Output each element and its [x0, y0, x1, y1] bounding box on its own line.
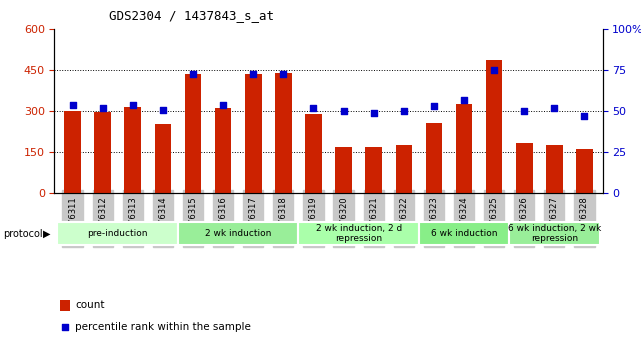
- Bar: [486, 60, 503, 193]
- Bar: [456, 105, 472, 193]
- Bar: [94, 112, 111, 193]
- Bar: [395, 145, 412, 193]
- Bar: [64, 111, 81, 193]
- Point: [218, 102, 228, 108]
- Bar: [154, 124, 171, 193]
- Bar: [58, 222, 178, 245]
- Text: 2 wk induction: 2 wk induction: [205, 229, 271, 238]
- Bar: [215, 108, 231, 193]
- Point: [369, 110, 379, 116]
- Point: [158, 107, 168, 112]
- Point: [188, 71, 198, 76]
- Bar: [546, 145, 563, 193]
- Bar: [426, 123, 442, 193]
- Point: [399, 108, 409, 114]
- Bar: [419, 222, 509, 245]
- Bar: [299, 222, 419, 245]
- Point: [549, 105, 560, 111]
- Point: [579, 114, 590, 119]
- Point: [489, 68, 499, 73]
- Text: 2 wk induction, 2 d
repression: 2 wk induction, 2 d repression: [315, 224, 402, 244]
- Bar: [305, 114, 322, 193]
- Text: pre-induction: pre-induction: [87, 229, 148, 238]
- Point: [459, 97, 469, 102]
- Text: GDS2304 / 1437843_s_at: GDS2304 / 1437843_s_at: [109, 9, 274, 22]
- Text: 6 wk induction, 2 wk
repression: 6 wk induction, 2 wk repression: [508, 224, 601, 244]
- Text: 6 wk induction: 6 wk induction: [431, 229, 497, 238]
- Point: [67, 102, 78, 108]
- Bar: [124, 107, 141, 193]
- Bar: [365, 147, 382, 193]
- Point: [308, 105, 319, 111]
- Bar: [185, 75, 201, 193]
- Bar: [576, 149, 593, 193]
- Text: count: count: [75, 300, 105, 310]
- Text: percentile rank within the sample: percentile rank within the sample: [75, 322, 251, 332]
- Text: ▶: ▶: [43, 229, 51, 239]
- Point: [97, 105, 108, 111]
- Bar: [509, 222, 599, 245]
- Bar: [178, 222, 299, 245]
- Point: [338, 108, 349, 114]
- Point: [429, 104, 439, 109]
- Bar: [60, 300, 70, 311]
- Text: protocol: protocol: [3, 229, 43, 239]
- Bar: [275, 73, 292, 193]
- Point: [278, 71, 288, 76]
- Bar: [245, 74, 262, 193]
- Point: [60, 324, 70, 330]
- Point: [519, 108, 529, 114]
- Point: [248, 71, 258, 76]
- Bar: [516, 143, 533, 193]
- Point: [128, 102, 138, 108]
- Bar: [335, 147, 352, 193]
